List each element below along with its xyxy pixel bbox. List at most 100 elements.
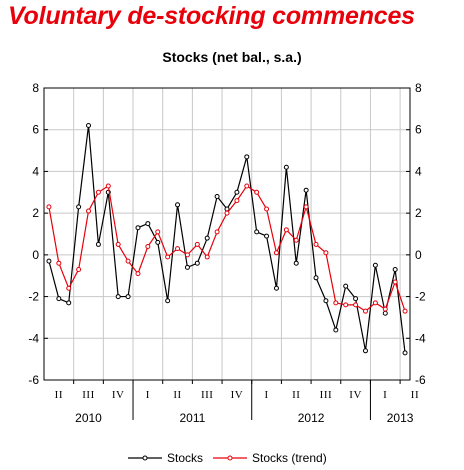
data-point-stocks: [86, 123, 92, 129]
headline: Voluntary de-stocking commences: [8, 2, 415, 30]
y-tick-label-left: -4: [28, 331, 39, 345]
data-point-stocks: [362, 348, 368, 354]
y-tick-label-left: 0: [32, 248, 39, 262]
plot-frame: [43, 87, 411, 381]
data-point-trend: [125, 258, 131, 264]
x-quarter-label: I: [146, 389, 150, 401]
data-point-trend: [175, 246, 181, 252]
data-point-trend: [86, 208, 92, 214]
data-point-stocks: [224, 206, 230, 212]
x-quarter-label: IV: [112, 389, 125, 401]
data-point-trend: [313, 241, 319, 247]
data-point-stocks: [244, 154, 250, 160]
data-point-stocks: [343, 283, 349, 289]
x-quarter-label: IV: [349, 389, 362, 401]
y-tick-label-right: -4: [415, 331, 426, 345]
x-quarter-label: III: [82, 389, 95, 401]
data-point-trend: [194, 241, 200, 247]
y-tick-label-left: 4: [32, 164, 39, 178]
data-point-trend: [372, 300, 378, 306]
data-point-stocks: [293, 260, 299, 266]
data-point-trend: [66, 285, 72, 291]
x-quarter-label: III: [320, 389, 333, 401]
y-axis-left: -6 -4 -2 0 2 4 6 8: [28, 81, 48, 387]
data-point-trend: [273, 250, 279, 256]
x-year-label: 2011: [179, 411, 205, 425]
data-point-stocks: [56, 296, 62, 302]
data-point-stocks: [264, 233, 270, 239]
data-point-trend: [145, 244, 151, 250]
y-tick-label-left: -2: [28, 290, 39, 304]
data-point-trend: [46, 204, 52, 210]
x-quarter-label: I: [264, 389, 268, 401]
data-point-trend: [105, 183, 111, 189]
data-point-trend: [343, 302, 349, 308]
chart-title: Stocks (net bal., s.a.): [162, 49, 301, 65]
data-point-trend: [392, 279, 398, 285]
data-point-stocks: [353, 296, 359, 302]
y-tick-label-left: 6: [32, 123, 39, 137]
data-point-stocks: [175, 202, 181, 208]
data-point-stocks: [125, 294, 131, 300]
data-point-trend: [155, 229, 161, 235]
data-point-trend: [56, 260, 62, 266]
data-point-stocks: [273, 285, 279, 291]
data-point-trend: [353, 302, 359, 308]
data-point-trend: [283, 227, 289, 233]
data-point-stocks: [333, 327, 339, 333]
data-point-stocks: [303, 187, 309, 193]
data-point-stocks: [372, 262, 378, 268]
data-point-stocks: [392, 266, 398, 272]
data-point-trend: [184, 252, 190, 258]
y-tick-label-left: 2: [32, 206, 39, 220]
data-point-stocks: [165, 298, 171, 304]
y-tick-label-right: 4: [415, 164, 422, 178]
x-quarter-label: II: [173, 389, 181, 401]
data-point-stocks: [214, 193, 220, 199]
data-point-trend: [115, 241, 121, 247]
legend-stocks-marker: [142, 455, 148, 461]
data-point-stocks: [66, 300, 72, 306]
legend-trend-label: Stocks (trend): [252, 451, 327, 465]
series-line-stocks: [48, 124, 406, 353]
data-point-trend: [135, 271, 141, 277]
legend-trend-marker: [227, 455, 233, 461]
data-point-stocks: [184, 264, 190, 270]
data-point-trend: [264, 206, 270, 212]
data-point-trend: [362, 308, 368, 314]
data-point-stocks: [155, 239, 161, 245]
y-tick-label-right: -6: [415, 373, 426, 387]
x-year-label: 2010: [75, 411, 102, 425]
x-quarter-label: III: [201, 389, 214, 401]
grid-lines: [44, 88, 410, 380]
data-point-trend: [244, 183, 250, 189]
data-point-trend: [323, 250, 329, 256]
x-quarter-label: IV: [231, 389, 244, 401]
series-layer: [46, 123, 408, 356]
data-point-trend: [204, 254, 210, 260]
data-point-stocks: [145, 221, 151, 227]
x-year-label: 2012: [298, 411, 325, 425]
x-quarter-label: II: [411, 389, 419, 401]
data-point-stocks: [402, 350, 408, 356]
data-point-trend: [402, 308, 408, 314]
legend-stocks-label: Stocks: [167, 451, 203, 465]
data-point-stocks: [95, 241, 101, 247]
data-point-stocks: [254, 229, 260, 235]
y-tick-label-left: -6: [28, 373, 39, 387]
data-point-trend: [214, 229, 220, 235]
data-point-stocks: [194, 260, 200, 266]
y-tick-label-right: 6: [415, 123, 422, 137]
data-point-trend: [254, 189, 260, 195]
x-quarter-label: II: [292, 389, 300, 401]
data-point-trend: [234, 198, 240, 204]
y-tick-label-right: 8: [415, 81, 422, 95]
data-point-trend: [95, 189, 101, 195]
data-point-stocks: [313, 275, 319, 281]
x-year-label: 2013: [387, 411, 414, 425]
data-point-stocks: [382, 310, 388, 316]
data-point-trend: [224, 210, 230, 216]
data-point-stocks: [115, 294, 121, 300]
data-point-trend: [382, 306, 388, 312]
